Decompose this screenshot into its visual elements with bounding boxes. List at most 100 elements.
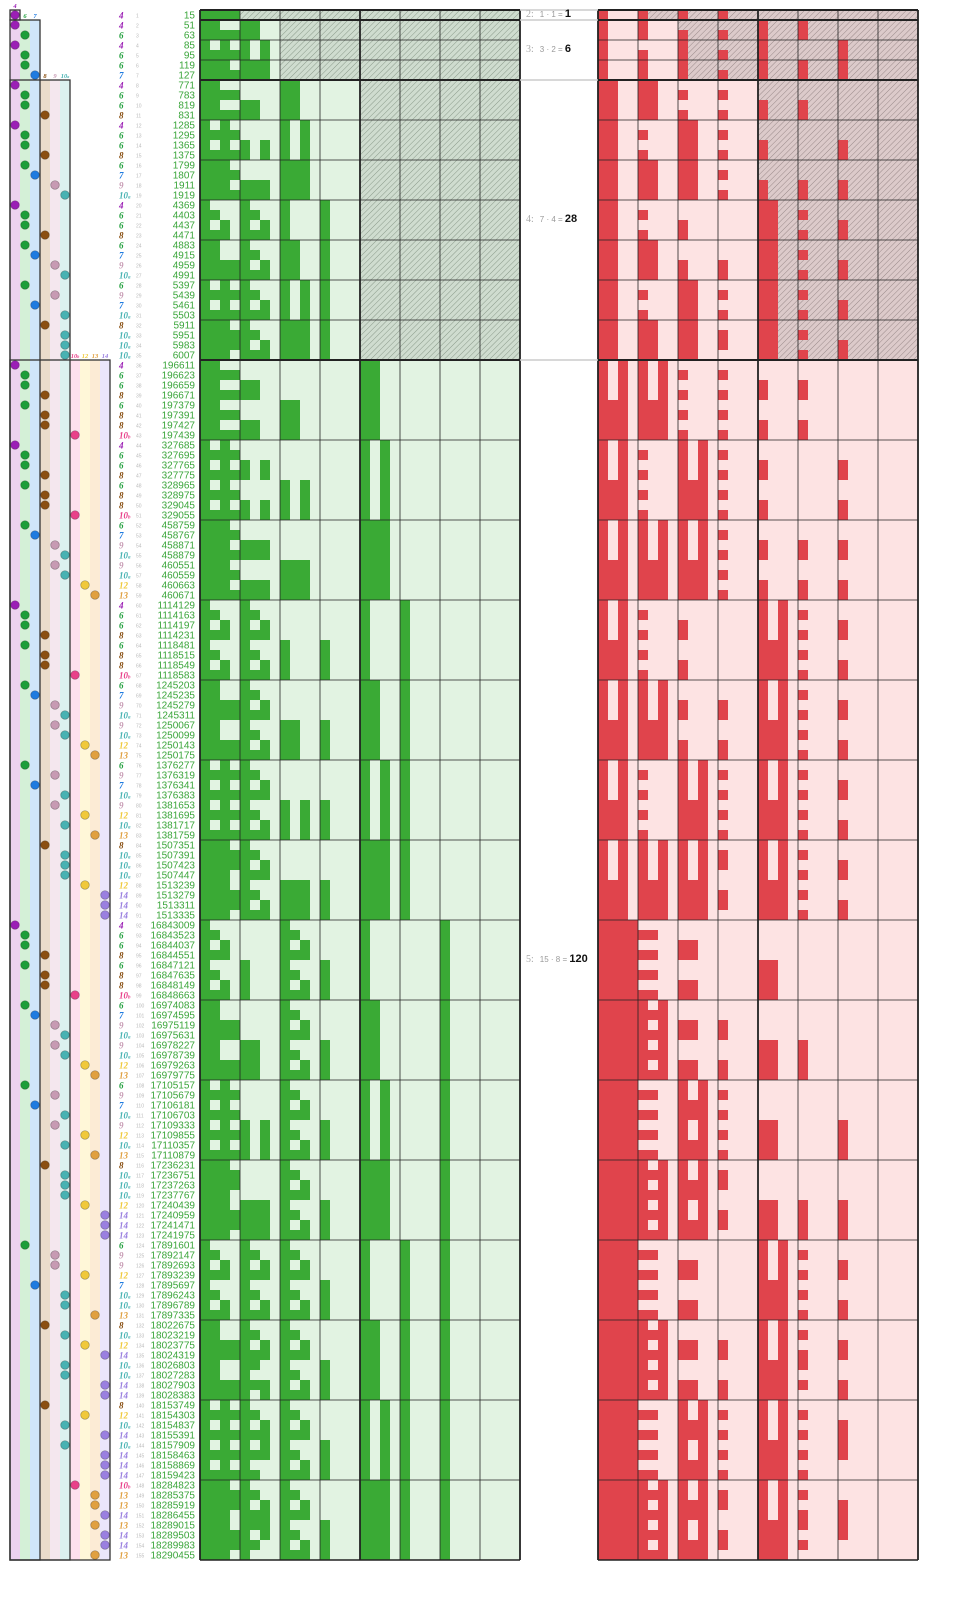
green-bit [200,20,210,30]
row-index: 153 [136,1534,145,1540]
red-bit [678,1130,688,1140]
type-label: 13 [119,1151,129,1161]
green-bit [210,1490,220,1500]
red-hatched-cell [798,160,838,170]
red-bit [678,50,688,60]
red-bit [798,1040,808,1050]
green-bit [300,1470,310,1480]
red-bit [688,150,698,160]
red-bit [678,1300,688,1310]
red-bit [698,1140,708,1150]
row-index: 56 [136,564,142,570]
green-bit [440,980,450,990]
green-hatched-cell [400,340,440,350]
red-bit [838,590,848,600]
red-bit [598,1270,608,1280]
red-bit [628,1210,638,1220]
green-bit [210,1040,220,1050]
red-bit [618,770,628,780]
green-bit [280,1060,290,1070]
green-bit [200,1430,210,1440]
red-bit [798,190,808,200]
type-column-header: 10b [71,353,80,360]
red-hatched-cell [798,200,838,210]
green-bit [240,50,250,60]
green-hatched-cell [440,290,480,300]
red-hatched-cell [878,70,918,80]
green-bit [210,1340,220,1350]
green-bit [200,1100,210,1110]
red-bit [758,220,768,230]
green-bit [280,480,290,490]
red-hatched-cell [838,180,878,190]
type-label: 8 [119,951,124,961]
green-bit [240,1130,250,1140]
red-hatched-cell [798,290,838,300]
green-bit [370,890,380,900]
row-index: 87 [136,874,142,880]
red-bit [688,1300,698,1310]
green-bit [440,1180,450,1190]
green-bit [220,520,230,530]
green-bit [300,1070,310,1080]
group-order: 2: [526,9,534,20]
row-index: 138 [136,1384,145,1390]
type-label: 9 [119,1091,124,1101]
green-bit [280,570,290,580]
red-bit [768,270,778,280]
green-hatched-cell [360,110,400,120]
type-label: 6 [119,51,124,61]
red-bit [778,1310,788,1320]
green-bit [300,1350,310,1360]
green-bit [260,260,270,270]
green-bit [380,1500,390,1510]
green-bit [210,450,220,460]
red-bit [598,110,608,120]
green-bit [280,1420,290,1430]
green-bit [200,440,210,450]
red-bit [608,970,618,980]
green-bit [210,540,220,550]
red-bit [598,750,608,760]
red-bit [638,790,648,800]
green-bit [250,250,260,260]
red-bit [598,440,608,450]
red-bit [698,1550,708,1560]
green-bit [210,1230,220,1240]
green-bit [220,120,230,130]
red-bit [778,1340,788,1350]
red-bit [608,890,618,900]
red-bit [718,260,728,270]
red-bit [638,1090,648,1100]
red-hatched-cell [878,20,918,30]
green-bit [380,1170,390,1180]
green-bit [200,540,210,550]
row-index: 123 [136,1234,145,1240]
red-bit [618,1110,628,1120]
green-bit [200,1030,210,1040]
green-hatched-cell [440,250,480,260]
red-bit [688,310,698,320]
red-bit [628,1200,638,1210]
green-hatched-cell [360,160,400,170]
red-bit [608,950,618,960]
green-bit [240,460,250,470]
red-bit [638,390,648,400]
green-hatched-cell [400,260,440,270]
green-bit [280,1180,290,1190]
red-bit [688,1390,698,1400]
row-value: 1114197 [158,621,196,632]
green-bit [240,1550,250,1560]
type-label: 10a [119,1421,131,1431]
green-bit [220,480,230,490]
red-bit [838,900,848,910]
red-bit [758,460,768,470]
red-bit [618,390,628,400]
green-bit [220,410,230,420]
green-bit [240,330,250,340]
green-bit [210,610,220,620]
red-bit [628,1330,638,1340]
red-bit [758,510,768,520]
green-bit [240,1350,250,1360]
type-label: 9 [119,801,124,811]
